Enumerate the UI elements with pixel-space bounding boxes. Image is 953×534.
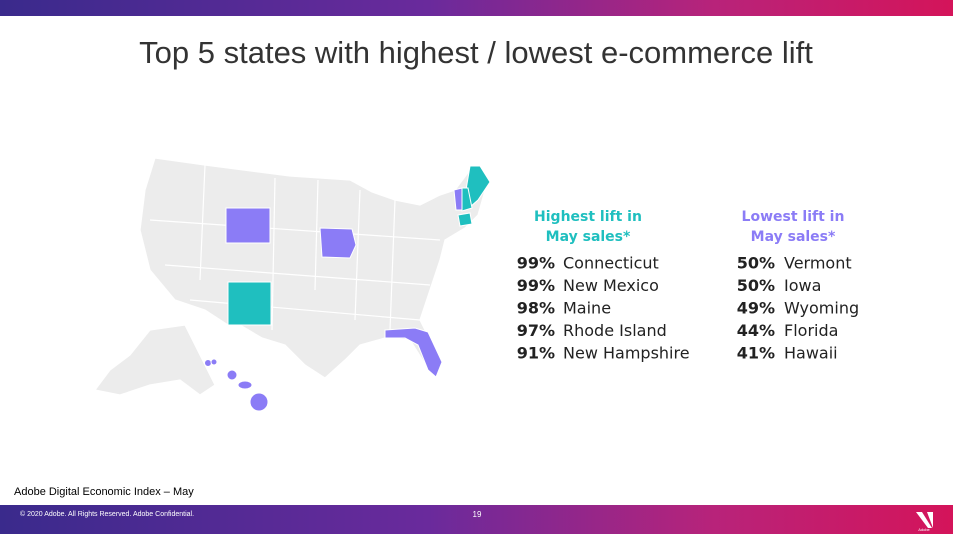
iowa [319,227,357,259]
item-value: 44% [737,321,775,340]
new-mexico [227,281,272,326]
list-heading: May sales* [546,229,631,245]
lift-lists: Highest lift in May sales* 99% Connecticut 9… [517,209,859,363]
title: Top 5 states with highest / lowest e-com… [139,35,813,70]
list-heading: Lowest lift in [742,209,845,225]
florida [384,327,443,378]
item-name: Hawaii [784,344,838,363]
item-value: 49% [737,299,775,318]
list-heading: May sales* [751,229,836,245]
item-value: 98% [517,299,555,318]
state-borders [149,164,441,331]
us-map [93,157,491,412]
item-name: Florida [784,321,838,340]
item-value: 50% [737,254,775,273]
item-name: Vermont [784,254,852,273]
item-name: Iowa [784,276,821,295]
list-heading: Highest lift in [534,209,642,225]
item-value: 99% [517,276,555,295]
hawaii [204,358,269,412]
bottom-bar [0,505,953,534]
item-value: 91% [517,344,555,363]
item-name: New Mexico [563,276,659,295]
logo-text: Adobe [918,527,930,532]
new-hampshire [461,187,473,212]
item-name: Connecticut [563,254,659,273]
item-value: 41% [737,344,775,363]
item-value: 97% [517,321,555,340]
vermont [453,187,463,211]
copyright: © 2020 Adobe. All Rights Reserved. Adobe… [20,510,194,518]
item-name: Wyoming [784,299,859,318]
adobe-logo [916,512,933,528]
item-name: Rhode Island [563,321,667,340]
item-value: 50% [737,276,775,295]
top-bar [0,0,953,16]
source-note: Adobe Digital Economic Index – May [14,486,194,498]
item-value: 99% [517,254,555,273]
item-name: New Hampshire [563,344,690,363]
page-number: 19 [473,510,482,519]
connecticut-rhode-island [457,212,473,227]
wyoming [225,207,271,244]
item-name: Maine [563,299,611,318]
alaska [93,324,216,396]
